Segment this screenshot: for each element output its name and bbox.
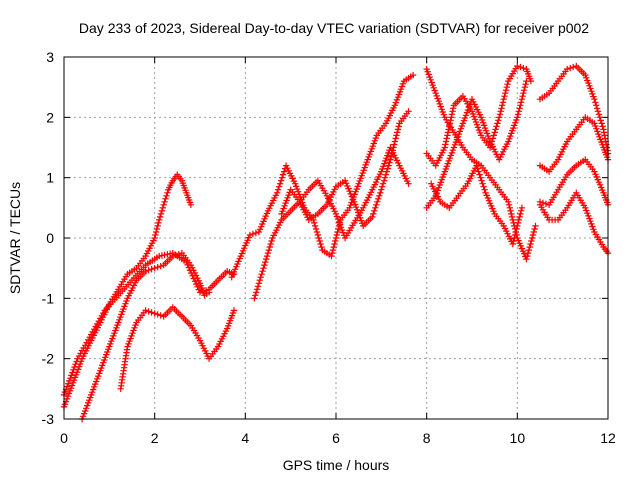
series-markers [278, 108, 412, 230]
series-markers [228, 71, 417, 281]
x-tick-label: 10 [510, 430, 526, 446]
chart-title: Day 233 of 2023, Sidereal Day-to-day VTE… [79, 20, 589, 36]
x-tick-label: 6 [332, 430, 340, 446]
series-track-l [536, 62, 612, 157]
series-track-m [536, 114, 612, 175]
series-markers [423, 62, 535, 169]
series-track-g [278, 108, 412, 230]
y-tick-label: 0 [46, 230, 54, 246]
y-tick-label: 2 [46, 109, 54, 125]
series-markers [428, 162, 526, 248]
y-axis-label: SDTVAR / TECUs [7, 182, 23, 294]
y-tick-label: -2 [42, 351, 55, 367]
series-group [60, 62, 612, 423]
series-markers [117, 304, 238, 392]
series-track-j [423, 62, 535, 169]
series-markers [536, 189, 612, 257]
x-tick-label: 12 [600, 430, 616, 446]
x-tick-label: 2 [151, 430, 159, 446]
x-tick-label: 8 [423, 430, 431, 446]
series-track-a [60, 171, 195, 411]
x-tick-label: 4 [241, 430, 249, 446]
x-tick-label: 0 [60, 430, 68, 446]
series-track-e [228, 71, 417, 281]
y-tick-label: 3 [46, 49, 54, 65]
series-track-d [117, 304, 238, 392]
series-markers [536, 114, 612, 175]
y-tick-label: -3 [42, 411, 55, 427]
y-tick-label: -1 [42, 290, 55, 306]
series-markers [536, 62, 612, 157]
plot-frame [63, 56, 609, 420]
series-track-o [536, 189, 612, 257]
series-track-h [423, 65, 539, 263]
y-tick-label: 1 [46, 170, 54, 186]
series-markers [423, 65, 539, 263]
series-markers [60, 171, 195, 411]
series-track-i [423, 77, 530, 211]
series-markers [423, 77, 530, 211]
x-axis-label: GPS time / hours [283, 457, 390, 473]
series-track-k [428, 162, 526, 248]
